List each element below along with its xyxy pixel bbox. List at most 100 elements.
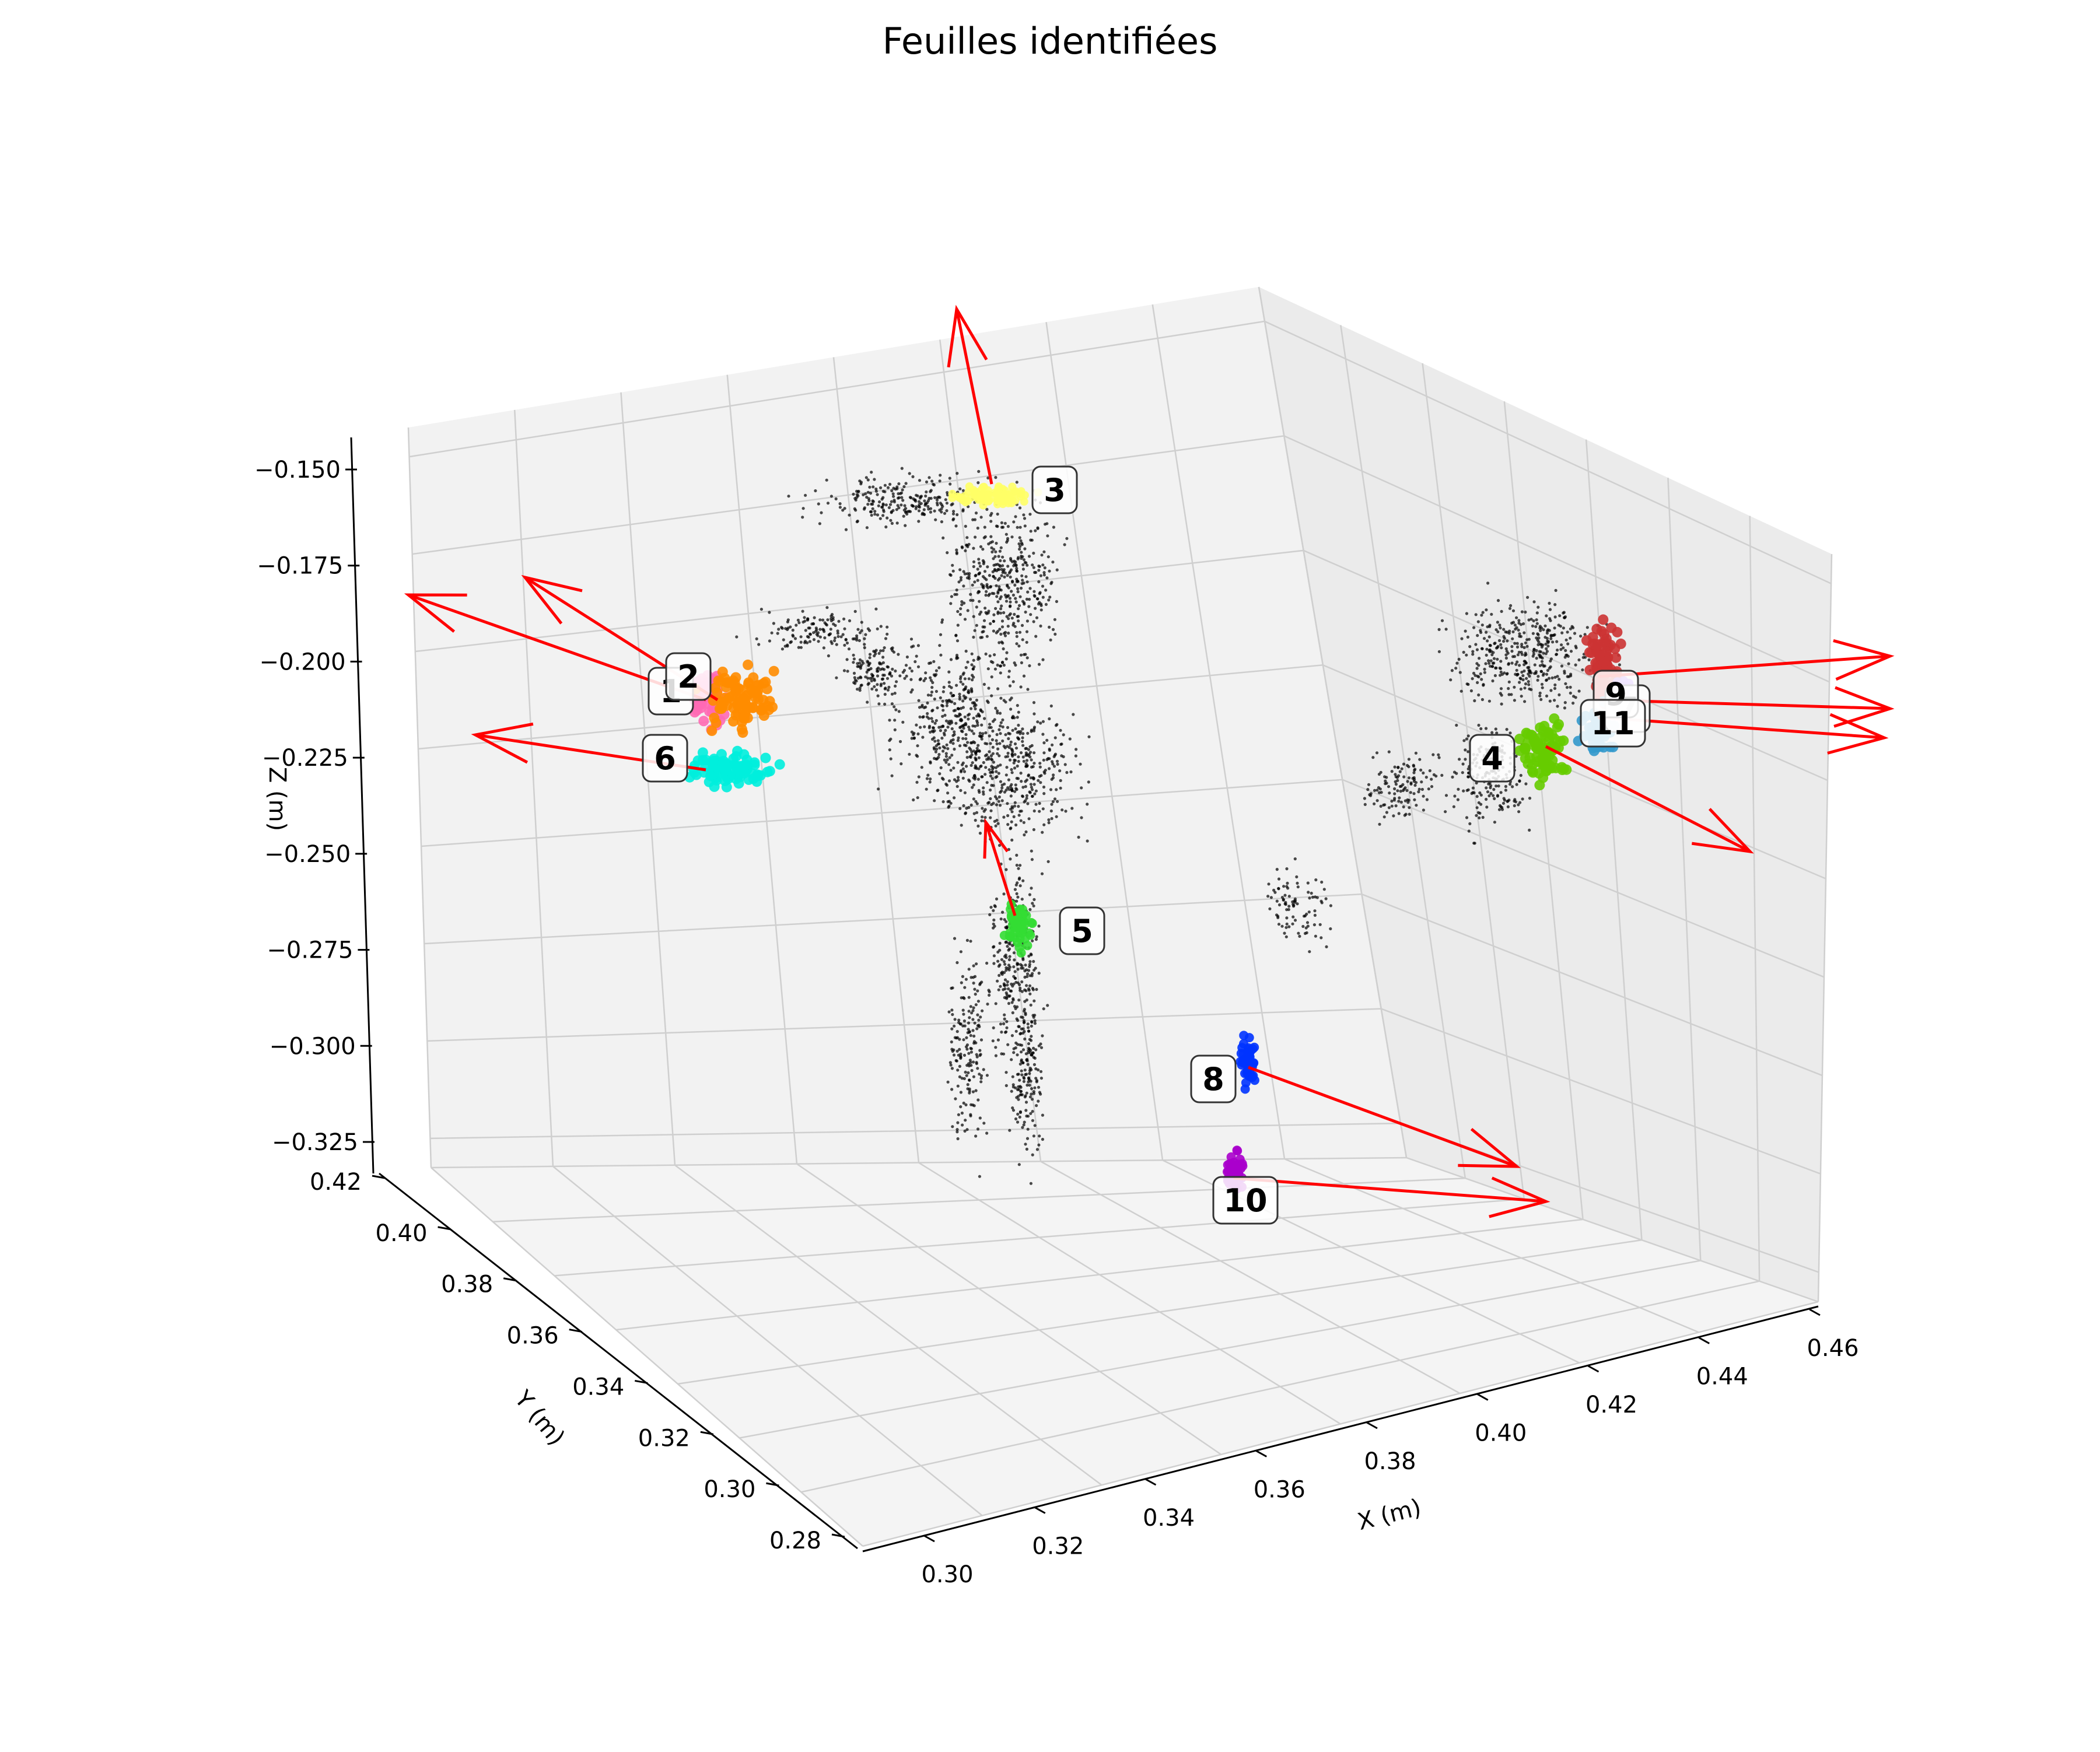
cloud-point <box>971 598 975 602</box>
cloud-point <box>964 977 968 981</box>
cloud-point <box>1505 728 1508 731</box>
leaf-10-point <box>1224 1159 1234 1169</box>
cloud-point <box>996 567 1000 571</box>
cloud-point <box>982 786 985 790</box>
cloud-point <box>992 954 996 958</box>
cloud-point <box>1548 699 1552 703</box>
cloud-point <box>1004 733 1007 737</box>
leaf-2-point <box>758 710 769 721</box>
cloud-point <box>1064 810 1068 813</box>
cloud-point <box>1013 790 1017 793</box>
cloud-point <box>965 765 968 768</box>
cloud-point <box>1024 747 1027 751</box>
cloud-point <box>1042 1007 1045 1011</box>
cloud-point <box>1016 731 1019 734</box>
cloud-point <box>1485 786 1488 790</box>
cloud-point <box>926 693 930 697</box>
cloud-point <box>1055 600 1058 603</box>
cloud-point <box>975 1062 978 1066</box>
cloud-point <box>985 781 989 784</box>
cloud-point <box>953 937 957 940</box>
cloud-point <box>933 698 936 701</box>
cloud-point <box>1021 736 1024 740</box>
cloud-point <box>1508 607 1511 610</box>
cloud-point <box>1003 575 1006 579</box>
cloud-point <box>987 594 991 597</box>
cloud-point <box>1515 626 1518 629</box>
grid-line-z <box>415 549 1828 782</box>
cloud-point <box>1021 1016 1024 1019</box>
cloud-point <box>1396 779 1399 782</box>
cloud-point <box>1377 791 1381 794</box>
cloud-point <box>1003 955 1007 958</box>
cloud-point <box>856 628 860 631</box>
cloud-point <box>1034 789 1038 793</box>
cloud-point <box>1042 785 1046 789</box>
cloud-point <box>988 768 991 772</box>
cloud-point <box>975 1055 979 1059</box>
cloud-point <box>1000 661 1005 664</box>
cloud-point <box>967 677 971 681</box>
cloud-point <box>926 712 929 716</box>
cloud-point <box>960 824 963 827</box>
cloud-point <box>974 776 977 779</box>
cloud-point <box>978 790 981 794</box>
cloud-point <box>1556 649 1559 652</box>
cloud-point <box>1551 640 1555 644</box>
cloud-point <box>949 741 952 744</box>
cloud-point <box>1569 636 1572 640</box>
cloud-point <box>1008 1129 1012 1132</box>
cloud-point <box>929 761 932 765</box>
normal-vector-line <box>955 309 993 485</box>
cloud-point <box>991 591 994 595</box>
cloud-point <box>1382 815 1386 819</box>
cloud-point <box>965 536 969 539</box>
cloud-point <box>986 586 990 590</box>
cloud-point <box>1516 660 1519 664</box>
leaf-1-point <box>698 716 709 727</box>
cloud-point <box>1005 541 1009 544</box>
cloud-point <box>874 649 878 652</box>
cloud-point <box>977 767 981 770</box>
cloud-point <box>806 618 810 622</box>
cloud-point <box>846 670 849 673</box>
cloud-point <box>1533 663 1536 667</box>
cloud-point <box>972 1075 975 1078</box>
cloud-point <box>1408 806 1411 810</box>
cloud-point <box>1469 689 1473 693</box>
cloud-point <box>995 742 999 745</box>
cloud-point <box>1541 663 1544 667</box>
cloud-point <box>1522 631 1526 635</box>
cloud-point <box>1034 1077 1038 1080</box>
cloud-point <box>1422 771 1425 775</box>
cloud-point <box>808 633 812 636</box>
cloud-point <box>997 988 1000 991</box>
cloud-point <box>962 1101 965 1105</box>
cloud-point <box>956 1130 959 1134</box>
cloud-point <box>883 483 887 487</box>
cloud-point <box>994 1002 998 1005</box>
cloud-point <box>988 574 991 577</box>
cloud-point <box>999 611 1003 615</box>
normal-vector-line <box>984 822 1017 916</box>
cloud-point <box>982 682 986 686</box>
cloud-point <box>1038 762 1042 765</box>
cloud-point <box>995 803 999 807</box>
cloud-point <box>970 1050 973 1054</box>
cloud-point <box>1005 969 1008 972</box>
leaf-label-8: 8 <box>1190 1054 1237 1103</box>
normal-vector-head <box>404 593 467 633</box>
cloud-point <box>1019 1062 1022 1066</box>
cloud-point <box>1032 904 1035 907</box>
cloud-point <box>904 524 907 527</box>
cloud-point <box>944 752 948 755</box>
cloud-point <box>972 716 975 720</box>
cloud-point <box>969 940 972 943</box>
cloud-point <box>924 677 928 680</box>
cloud-point <box>1013 625 1017 628</box>
cloud-point <box>796 618 800 622</box>
cloud-point <box>1536 633 1540 636</box>
cloud-point <box>992 945 995 949</box>
y-tick-label: 0.28 <box>769 1527 821 1554</box>
cloud-point <box>1002 960 1006 963</box>
